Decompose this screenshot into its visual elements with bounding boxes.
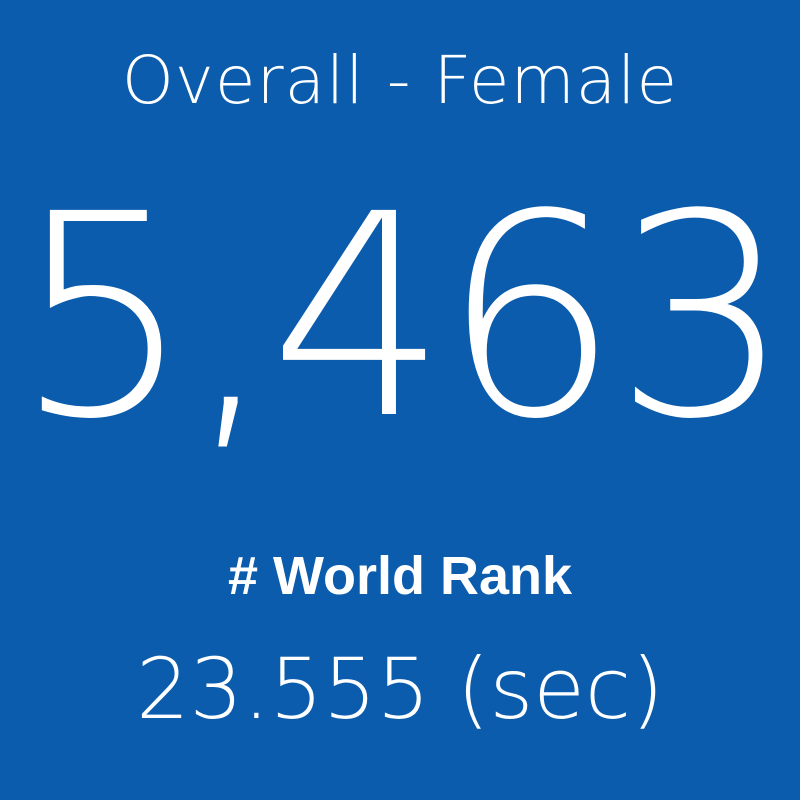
tile-time: 23.555 (sec) bbox=[136, 640, 664, 738]
tile-label: # World Rank bbox=[227, 546, 573, 606]
tile-value: 5,463 bbox=[14, 155, 792, 481]
tile-title: Overall - Female bbox=[121, 42, 679, 119]
